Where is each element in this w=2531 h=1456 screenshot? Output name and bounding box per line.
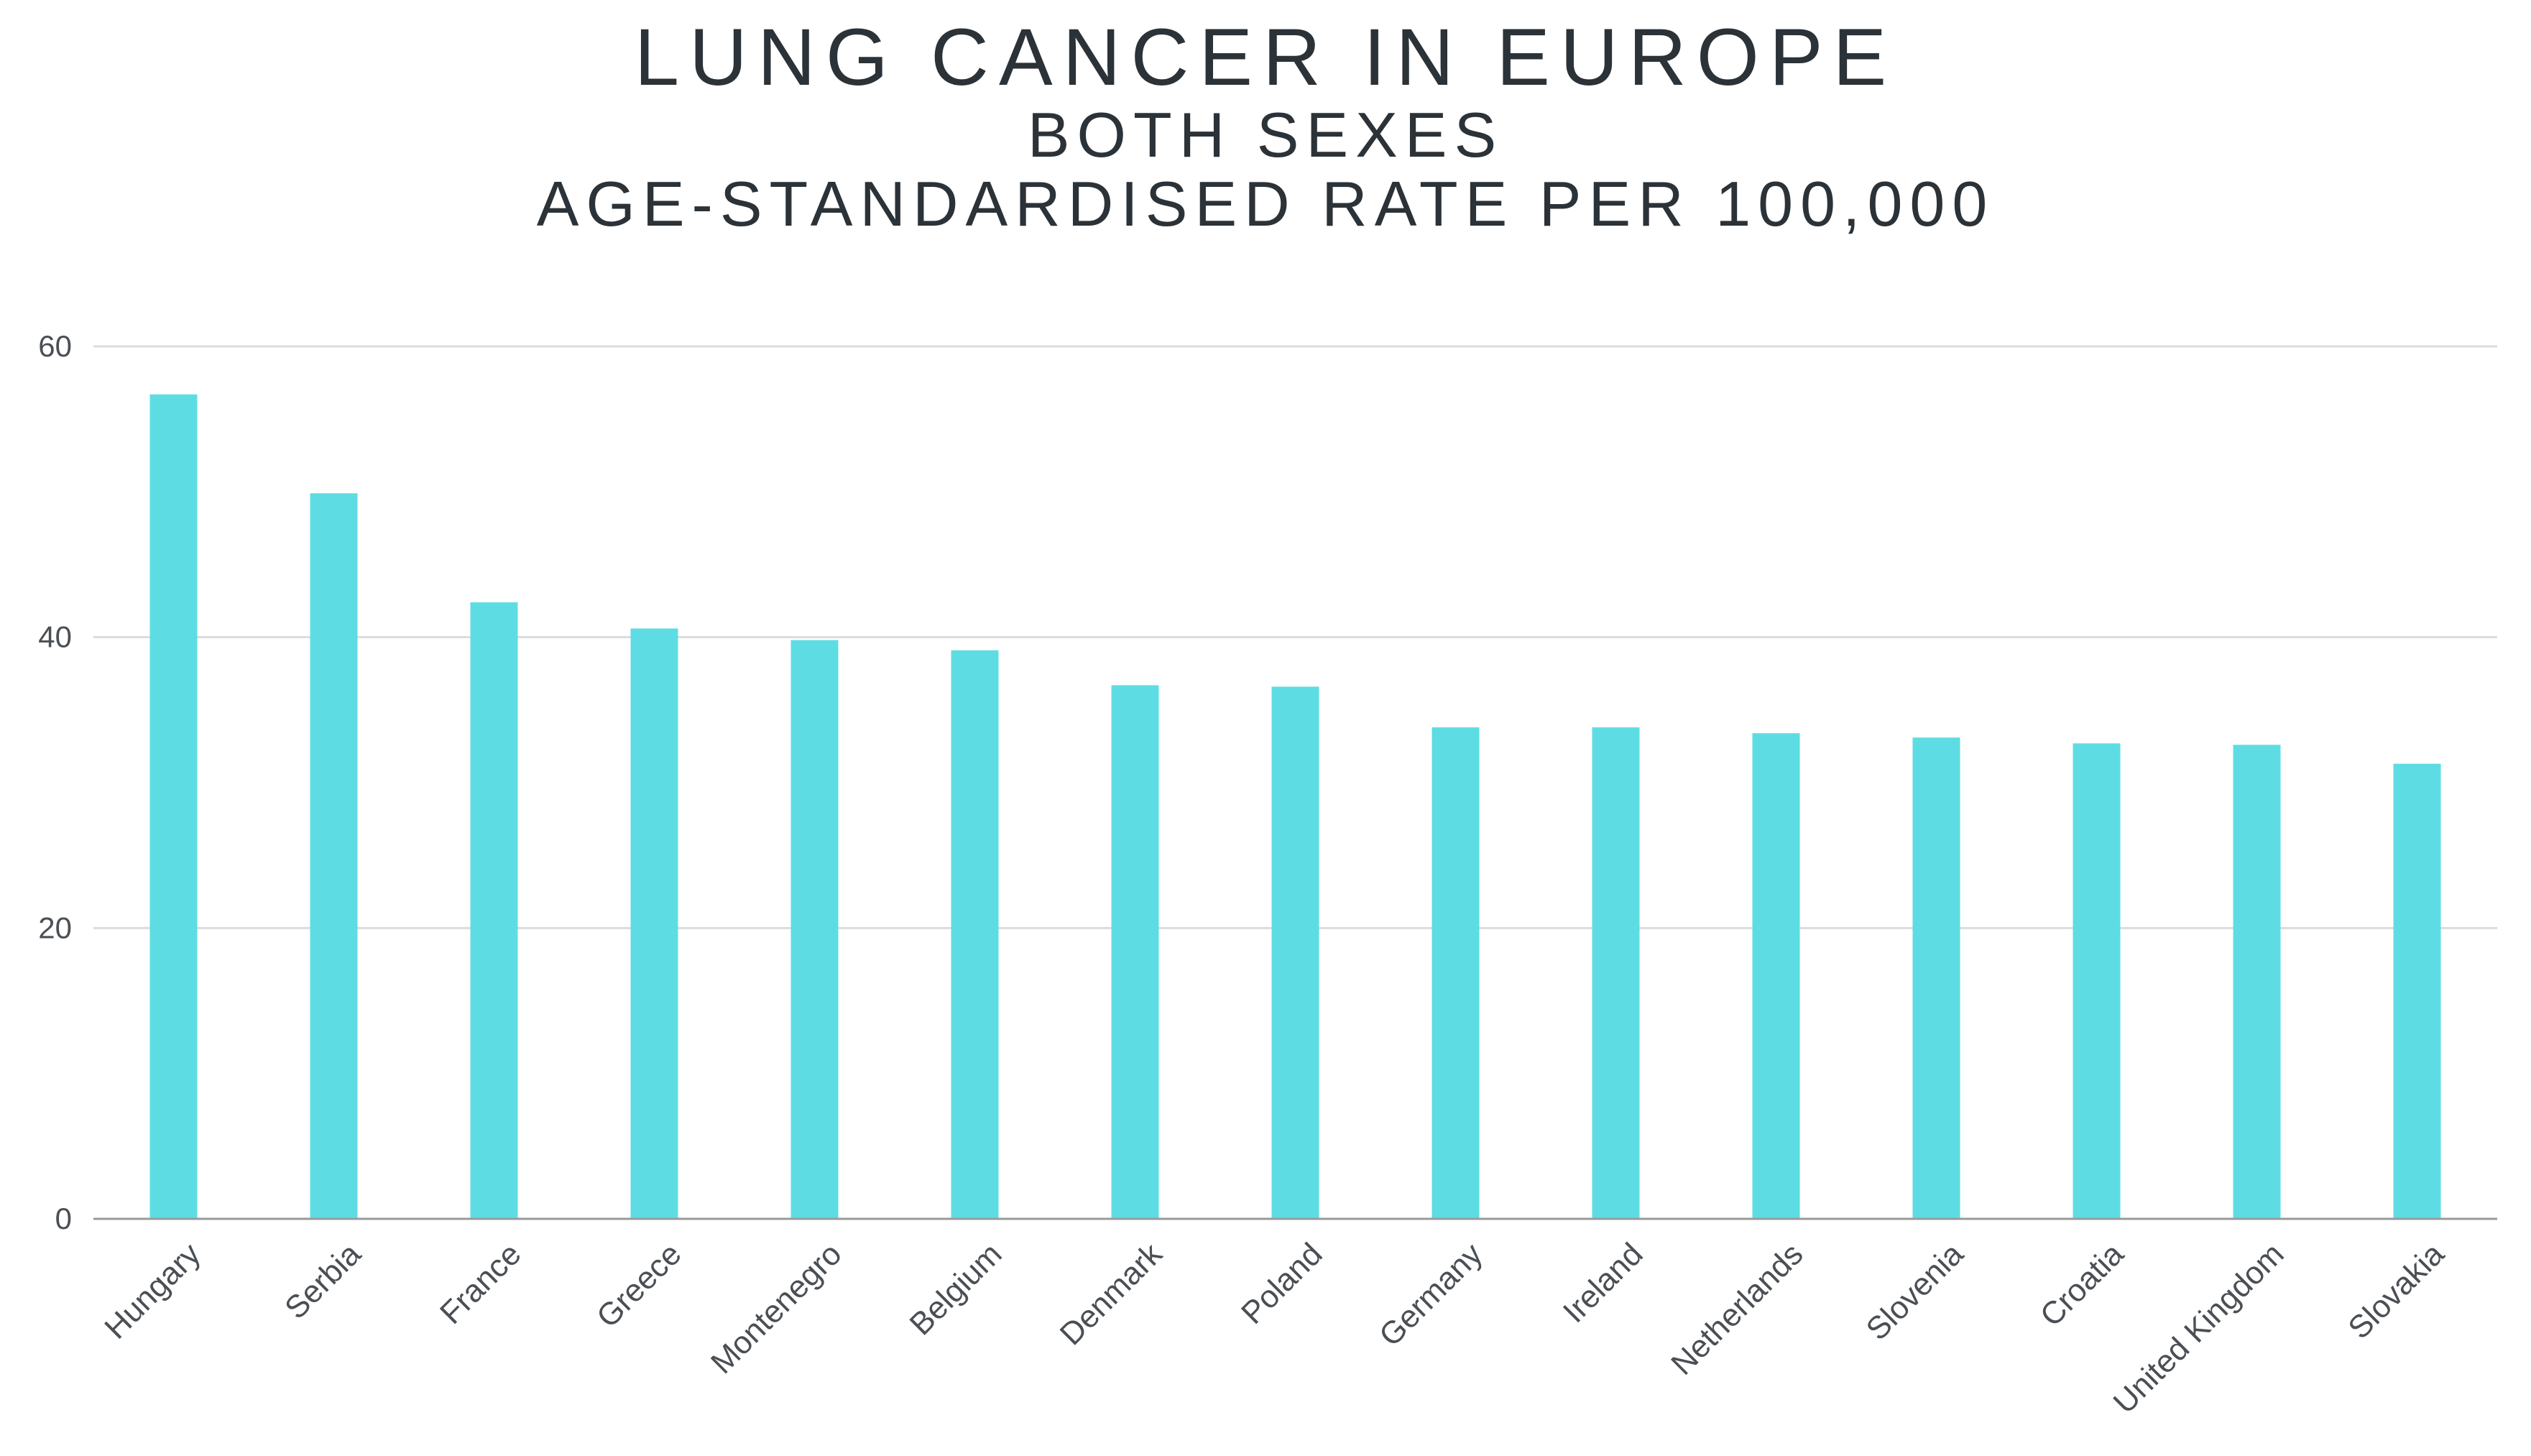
x-tick-label: Germany [1373, 1236, 1490, 1353]
bar-belgium [951, 650, 999, 1219]
x-tick-label: France [433, 1236, 527, 1330]
chart-subtitle-line-1: BOTH SEXES [1027, 99, 1504, 170]
x-tick-label: Ireland [1557, 1236, 1650, 1330]
y-tick-label: 0 [55, 1202, 72, 1235]
bar-ireland [1592, 727, 1640, 1219]
bar-germany [1432, 727, 1480, 1219]
x-tick-label: Poland [1235, 1236, 1329, 1331]
bar-poland [1271, 686, 1319, 1219]
y-tick-label: 60 [38, 329, 72, 363]
x-tick-label: Belgium [903, 1236, 1009, 1342]
bar-netherlands [1752, 733, 1800, 1219]
y-tick-label: 20 [38, 911, 72, 944]
bar-croatia [2073, 743, 2121, 1219]
x-tick-label: Greece [590, 1236, 688, 1335]
bar-united-kingdom [2233, 745, 2281, 1219]
x-tick-label: Slovenia [1860, 1236, 1970, 1347]
x-tick-label: Hungary [98, 1236, 207, 1345]
chart-subtitle-line-2: AGE-STANDARDISED RATE PER 100,000 [536, 168, 1995, 239]
bar-montenegro [790, 640, 839, 1219]
chart-title: LUNG CANCER IN EUROPE [634, 12, 1897, 102]
bar-layer [149, 394, 2441, 1219]
bar-serbia [310, 493, 358, 1219]
x-tick-label: United Kingdom [2107, 1236, 2291, 1420]
chart-titles: LUNG CANCER IN EUROPE BOTH SEXES AGE-STA… [0, 14, 2531, 239]
x-tick-label: Slovakia [2341, 1236, 2451, 1346]
x-tick-label: Netherlands [1664, 1236, 1809, 1381]
bar-france [470, 602, 518, 1219]
bar-hungary [149, 394, 198, 1219]
x-tick-label: Serbia [278, 1236, 368, 1326]
bar-greece [630, 628, 678, 1219]
bar-slovenia [1912, 737, 1960, 1219]
x-tick-label: Montenegro [704, 1236, 849, 1381]
x-tick-label: Denmark [1054, 1236, 1170, 1353]
bar-slovakia [2393, 763, 2441, 1219]
bar-denmark [1111, 685, 1159, 1219]
y-tick-label: 40 [38, 620, 72, 654]
x-tick-label: Croatia [2034, 1236, 2131, 1333]
